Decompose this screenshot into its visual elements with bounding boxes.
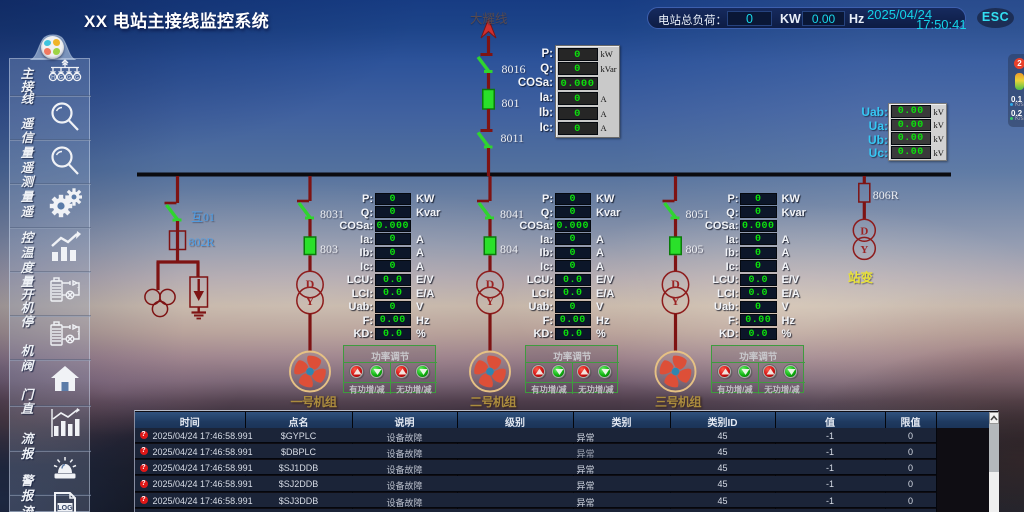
svg-text:D: D [486, 277, 495, 291]
svg-text:Y: Y [860, 244, 868, 256]
svg-text:G: G [75, 75, 79, 81]
svg-text:LOG: LOG [57, 505, 73, 512]
svg-text:D: D [306, 277, 315, 291]
svg-text:G: G [67, 75, 71, 81]
svg-text:Y: Y [671, 294, 680, 308]
svg-text:Y: Y [486, 294, 495, 308]
svg-text:?: ? [77, 287, 80, 293]
svg-text:?: ? [77, 331, 80, 337]
svg-text:H: H [51, 75, 55, 81]
svg-text:D: D [860, 226, 868, 238]
svg-text:Y: Y [306, 294, 315, 308]
svg-text:D: D [671, 277, 680, 291]
svg-text:G: G [59, 75, 63, 81]
